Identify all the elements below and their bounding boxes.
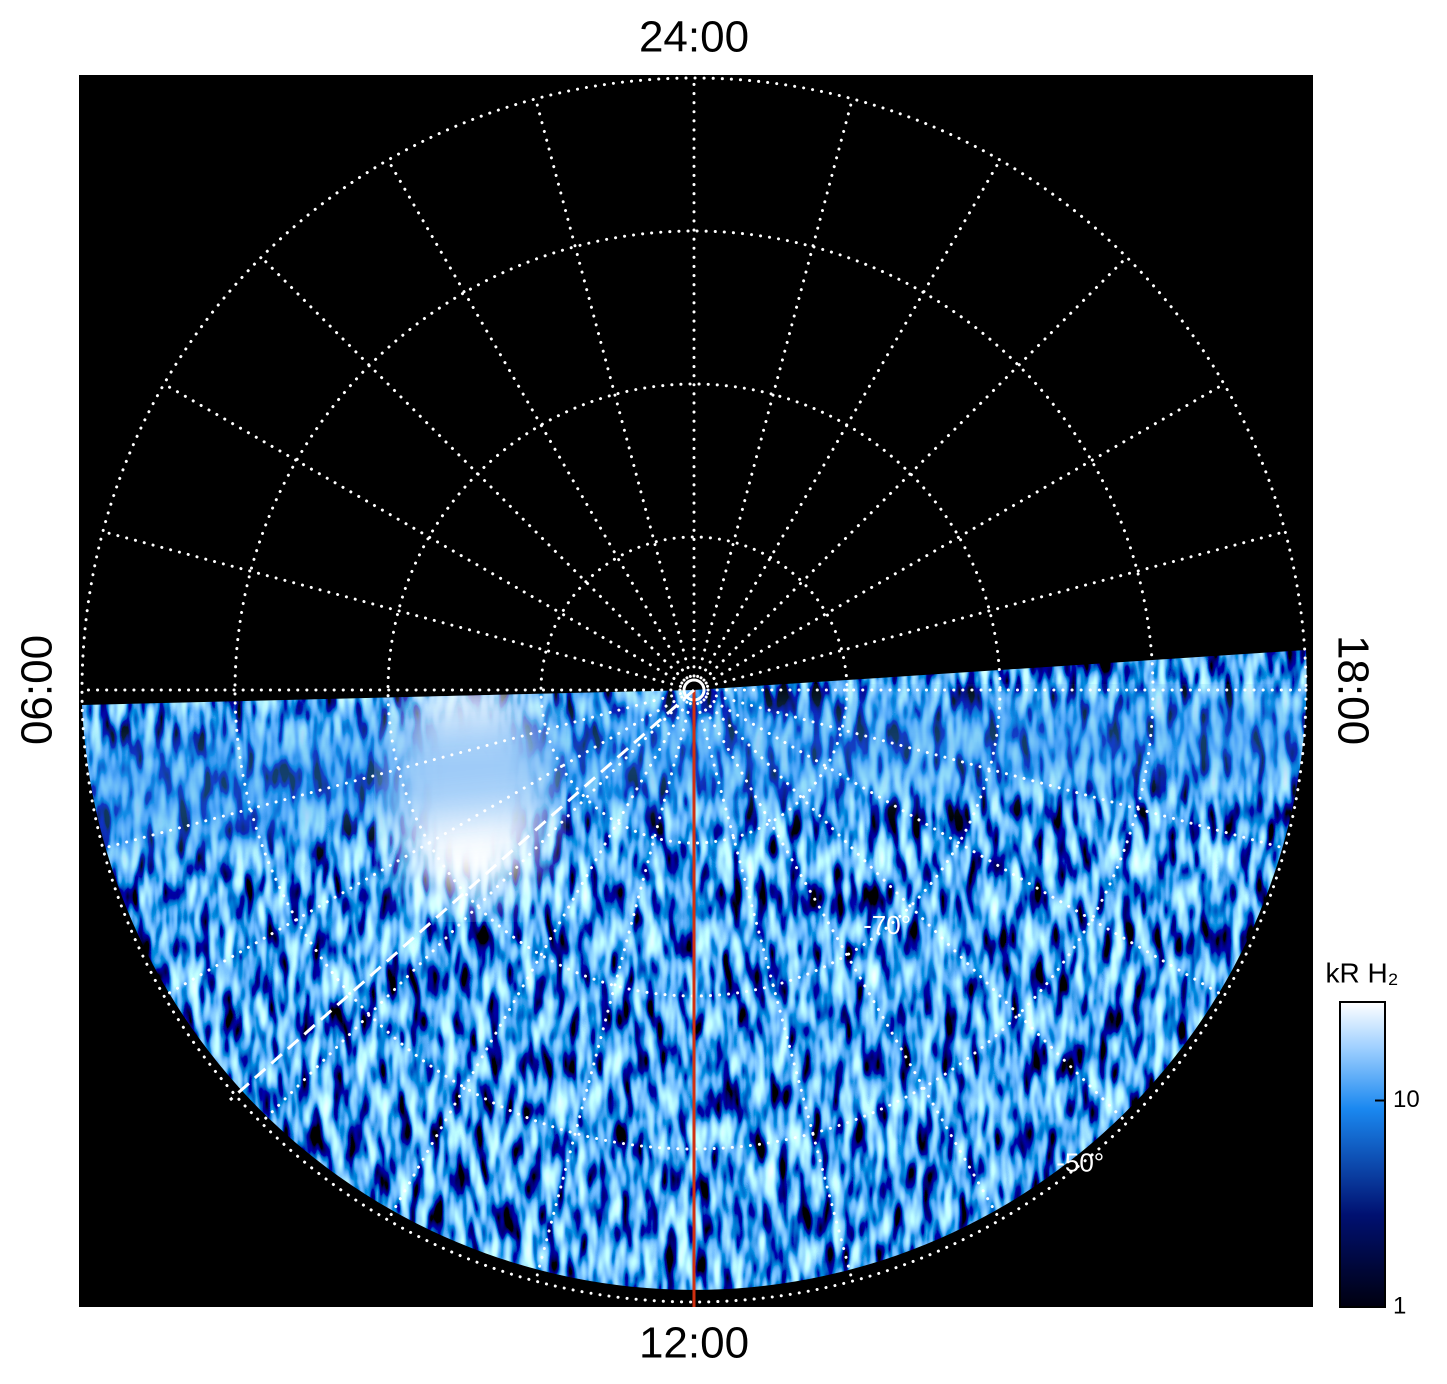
meridian [534, 702, 692, 1283]
meridian [534, 97, 692, 678]
colorbar-label: kR H₂ [1325, 957, 1398, 988]
meridian [702, 698, 1129, 1125]
colorbar-tick-label: 1 [1393, 1292, 1406, 1319]
meridian [706, 530, 1287, 688]
meridian [706, 692, 1287, 850]
time-label: 12:00 [639, 1319, 749, 1368]
time-label: 24:00 [639, 13, 749, 62]
meridian [101, 692, 682, 850]
colorbar [1339, 1001, 1386, 1308]
meridian [259, 255, 686, 682]
meridian [702, 255, 1129, 682]
latitude-label: -50° [1056, 1148, 1104, 1178]
meridian [696, 97, 854, 678]
time-label: 18:00 [1328, 635, 1377, 745]
meridian [699, 700, 1002, 1222]
latitude-ring [80, 76, 1308, 1304]
meridian [101, 530, 682, 688]
polar-grid [80, 76, 1308, 1304]
colorbar-tick-label: 10 [1393, 1086, 1420, 1113]
reference-line [229, 688, 695, 1102]
latitude-ring [539, 535, 849, 845]
latitude-label: -70° [863, 910, 911, 940]
meridian [699, 158, 1002, 680]
meridian [704, 382, 1226, 685]
meridian [696, 702, 854, 1283]
meridian [386, 700, 689, 1222]
time-label: 06:00 [13, 635, 62, 745]
meridian [386, 158, 689, 680]
meridian [259, 698, 686, 1125]
meridian [162, 695, 684, 998]
meridian [704, 695, 1226, 998]
meridian [162, 382, 684, 685]
